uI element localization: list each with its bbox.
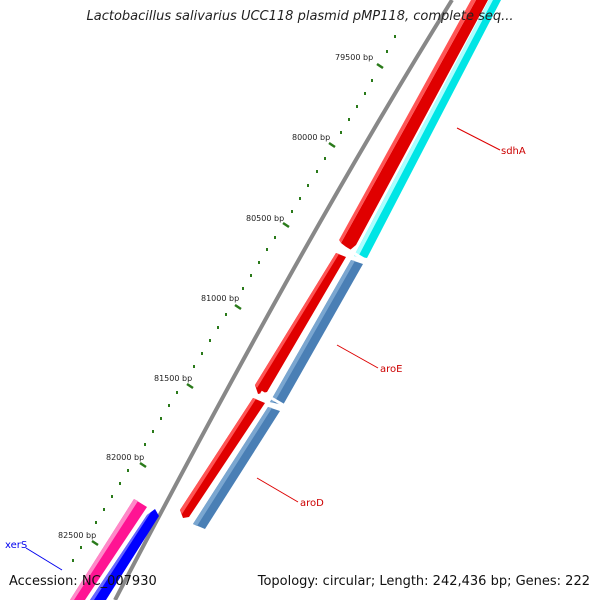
gene-name: aroE: [380, 364, 402, 375]
feature-gap: [344, 246, 370, 264]
feature-aroD-reverse[interactable]: [193, 407, 280, 529]
minor-tick-track: [72, 35, 396, 562]
gene-label-aroD[interactable]: aroD: [256, 477, 324, 509]
gene-name: xerS: [5, 540, 27, 551]
tick-82000: 82000 bp: [106, 453, 147, 469]
feature-xerS-blue[interactable]: [90, 509, 159, 600]
tick-82500: 82500 bp: [58, 531, 99, 547]
tick-label: 80000 bp: [292, 133, 330, 142]
gene-label-xerS[interactable]: xerS: [5, 540, 63, 571]
gene-name: aroD: [300, 498, 324, 509]
feature-aroE-reverse[interactable]: [270, 260, 363, 405]
map-title: Lactobacillus salivarius UCC118 plasmid …: [86, 9, 514, 24]
gene-label-aroE[interactable]: aroE: [336, 344, 402, 375]
tick-label: 82000 bp: [106, 453, 144, 462]
feature-aroE-forward[interactable]: [255, 253, 346, 394]
tick-80500: 80500 bp: [246, 214, 290, 229]
feature-sdhA-reverse[interactable]: [354, 0, 501, 258]
topology-summary: Topology: circular; Length: 242,436 bp; …: [257, 574, 590, 589]
tick-79500: 79500 bp: [335, 53, 384, 70]
gene-name: sdhA: [501, 146, 526, 157]
feature-xerS-magenta[interactable]: [70, 499, 147, 600]
tick-81500: 81500 bp: [154, 374, 194, 390]
feature-aroD-forward[interactable]: [180, 398, 265, 518]
tick-label: 81500 bp: [154, 374, 192, 383]
tick-81000: 81000 bp: [201, 294, 242, 311]
gene-label-sdhA[interactable]: sdhA: [456, 127, 526, 157]
tick-80000: 80000 bp: [292, 133, 336, 149]
tick-label: 82500 bp: [58, 531, 96, 540]
backbone-ring: [113, 0, 454, 600]
tick-label: 79500 bp: [335, 53, 373, 62]
feature-sdhA-forward[interactable]: [339, 0, 488, 250]
accession-label: Accession: NC_007930: [9, 574, 157, 589]
feature-gap: [260, 390, 286, 408]
tick-label: 81000 bp: [201, 294, 239, 303]
tick-label: 80500 bp: [246, 214, 284, 223]
